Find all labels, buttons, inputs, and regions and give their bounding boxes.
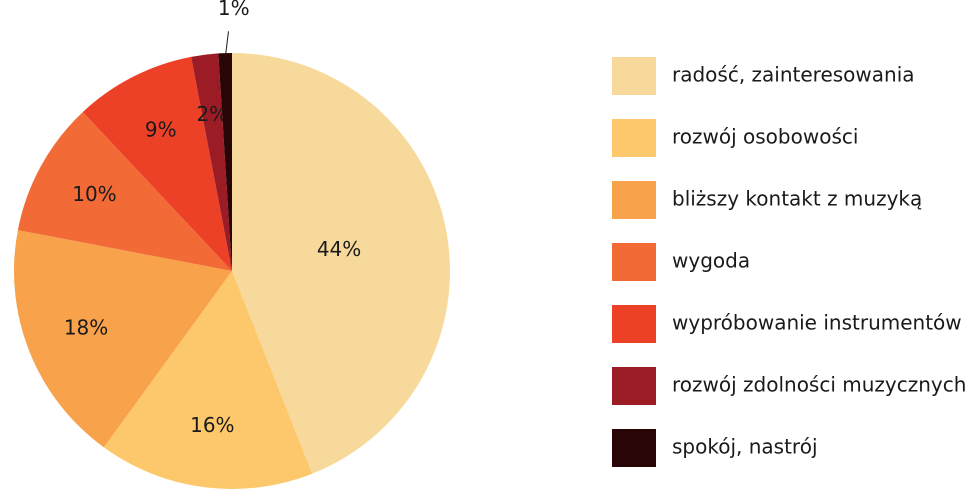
pie-slice <box>17 112 233 271</box>
legend-label: spokój, nastrój <box>672 435 818 459</box>
pie-slice <box>14 230 233 448</box>
legend-swatch <box>612 181 656 219</box>
pie-slice <box>103 271 313 489</box>
legend-swatch <box>612 429 656 467</box>
pie-slice <box>191 53 232 271</box>
pie-slice <box>82 56 232 272</box>
legend-label: radość, zainteresowania <box>672 63 915 87</box>
legend-swatch <box>612 243 656 281</box>
legend-swatch <box>612 367 656 405</box>
legend-swatch <box>612 305 656 343</box>
data-label: 9% <box>145 118 177 142</box>
pie-slice <box>232 53 450 474</box>
data-label: 44% <box>317 237 361 261</box>
legend-label: wypróbowanie instrumentów <box>672 311 962 335</box>
legend-label: bliższy kontakt z muzyką <box>672 187 922 211</box>
data-label: 16% <box>190 413 234 437</box>
data-label: 10% <box>72 182 116 206</box>
legend-swatch <box>612 119 656 157</box>
data-label: 1% <box>218 0 250 20</box>
leader-line <box>224 31 229 58</box>
pie-slice <box>218 53 232 271</box>
legend-label: wygoda <box>672 249 750 273</box>
legend-label: rozwój osobowości <box>672 125 858 149</box>
data-label: 18% <box>64 315 108 339</box>
legend-swatch <box>612 57 656 95</box>
legend-label: rozwój zdolności muzycznych <box>672 373 965 397</box>
